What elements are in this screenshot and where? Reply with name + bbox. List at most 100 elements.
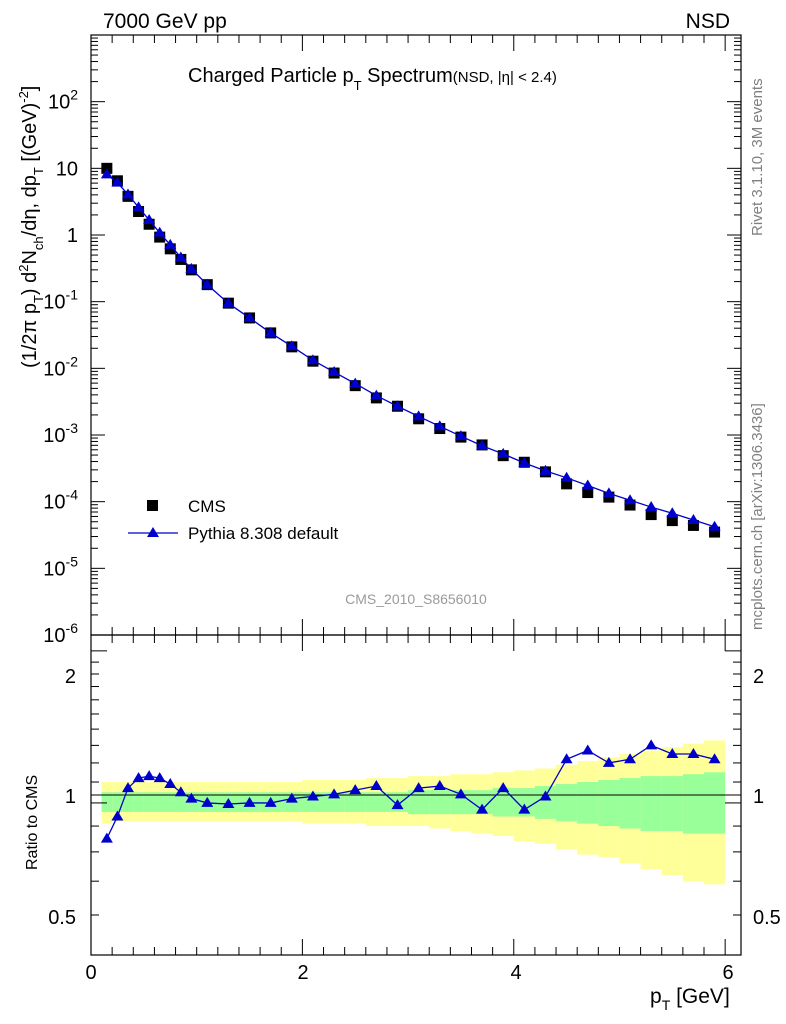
ratio-mc-point <box>518 803 531 814</box>
title-cut: (NSD, |η| < 2.4) <box>453 69 557 86</box>
cms-data-point <box>101 162 113 174</box>
mc-data-point <box>602 487 615 498</box>
main-plot-frame <box>90 34 742 636</box>
ratio-band-inner <box>598 780 620 827</box>
mc-data-point <box>264 326 277 337</box>
mc-data-point <box>370 389 383 400</box>
x-tick-label-4: 4 <box>510 962 521 984</box>
ratio-band-inner <box>619 778 641 829</box>
ratio-band-inner <box>704 772 726 834</box>
main-series-layer <box>100 162 721 538</box>
ratio-band-inner <box>154 792 165 812</box>
ratio-tick-label-left-05: 0.5 <box>48 907 76 929</box>
mc-data-point <box>164 238 177 249</box>
energy-label: 7000 GeV pp <box>103 10 227 33</box>
mc-data-point <box>243 311 256 322</box>
xlabel: p <box>650 985 662 1008</box>
x-axis-label: pT [GeV] <box>650 985 730 1013</box>
process-label: NSD <box>686 10 730 33</box>
xlabel-sub: T <box>662 997 671 1013</box>
ratio-mc-point <box>153 772 166 783</box>
ratio-mc-point <box>143 770 156 781</box>
svg-text:Charged Particle pT Spectrum(N: Charged Particle pT Spectrum(NSD, |η| < … <box>188 65 557 93</box>
mc-data-point <box>328 366 341 377</box>
ratio-band-inner <box>133 792 144 812</box>
mc-data-point <box>454 430 467 441</box>
x-tick-label-2: 2 <box>297 962 308 984</box>
y-tick-label: 10-6 <box>43 620 78 647</box>
ratio-band-inner <box>143 792 155 812</box>
ratio-mc-point <box>201 796 214 807</box>
ratio-band-inner <box>450 790 472 815</box>
cms-data-point <box>561 478 573 490</box>
ratio-mc-point <box>111 810 124 821</box>
mc-data-point <box>100 168 113 179</box>
cms-data-point <box>133 206 145 218</box>
y-axis-label-ratio: Ratio to CMS <box>24 775 41 870</box>
y-tick-label: 10-2 <box>43 353 78 380</box>
legend-label-cms: CMS <box>188 497 226 516</box>
legend-label-mc: Pythia 8.308 default <box>188 524 339 543</box>
plot-title: Charged Particle pT Spectrum(NSD, |η| < … <box>188 65 557 93</box>
cms-data-point <box>687 519 699 531</box>
mc-data-point <box>143 213 156 224</box>
mc-data-point <box>132 201 145 212</box>
mc-data-point <box>708 520 721 531</box>
ratio-band-inner <box>122 792 134 812</box>
ratio-mc-point <box>222 798 235 809</box>
mc-data-point <box>645 501 658 512</box>
ratio-mc-point <box>328 788 341 799</box>
ratio-tick-label-right-1: 1 <box>753 786 764 808</box>
ratio-mc-point <box>687 747 700 758</box>
ratio-band-inner <box>640 776 662 831</box>
ratio-mc-point <box>581 744 594 755</box>
ratio-band-inner <box>101 792 113 812</box>
ratio-band-inner <box>112 792 123 812</box>
ratio-band-inner <box>175 792 187 812</box>
mc-data-point <box>306 354 319 365</box>
cms-data-point <box>582 487 594 499</box>
mc-data-point <box>349 377 362 388</box>
ratio-mc-point <box>602 756 615 767</box>
side-mcplots-label: mcplots.cern.ch [arXiv:1306.3436] <box>749 403 766 630</box>
mc-data-point <box>201 278 214 289</box>
ratio-mc-point <box>132 772 145 783</box>
y-tick-label: 10-4 <box>43 487 78 514</box>
mc-data-point <box>518 457 531 468</box>
mc-data-point <box>560 471 573 482</box>
mc-data-point <box>687 514 700 525</box>
mc-data-point <box>111 176 124 187</box>
mc-data-point <box>174 251 187 262</box>
ratio-mc-point <box>306 790 319 801</box>
ratio-tick-label-left-1: 1 <box>65 786 76 808</box>
y-tick-label: 10-3 <box>43 420 78 447</box>
ratio-tick-label-right-05: 0.5 <box>753 907 781 929</box>
ratio-mc-point <box>433 780 446 791</box>
ratio-band-inner <box>344 792 366 812</box>
mc-data-point <box>222 297 235 308</box>
ratio-mc-point <box>666 747 679 758</box>
ratio-mc-point <box>412 782 425 793</box>
y-axis-label-main: (1/2π pT) d2Nch/dη, dpT [(GeV)-2] <box>16 86 46 368</box>
y-tick-label: 10-5 <box>43 553 78 580</box>
ratio-band-inner <box>408 790 430 815</box>
ratio-band-inner <box>556 784 578 822</box>
ratio-mc-point <box>497 782 510 793</box>
ylabel-main: (1/2π p <box>19 303 41 368</box>
y-tick-label: 1 <box>67 225 78 247</box>
title-rest: Spectrum <box>362 65 453 87</box>
ratio-band-inner <box>534 786 557 819</box>
side-rivet-label: Rivet 3.1.10, 3M events <box>749 78 766 236</box>
y-tick-label: 10 <box>56 158 78 180</box>
mc-data-point <box>433 420 446 431</box>
ratio-mc-point <box>185 792 198 803</box>
ratio-band-inner <box>661 776 683 831</box>
mc-data-point <box>581 479 594 490</box>
legend: CMS Pythia 8.308 default <box>128 497 339 543</box>
ratio-band-inner <box>577 782 599 824</box>
ratio-mc-point <box>264 796 277 807</box>
x-tick-label-6: 6 <box>722 962 733 984</box>
ratio-tick-label-left-2: 2 <box>65 666 76 688</box>
ratio-mc-point <box>454 788 467 799</box>
